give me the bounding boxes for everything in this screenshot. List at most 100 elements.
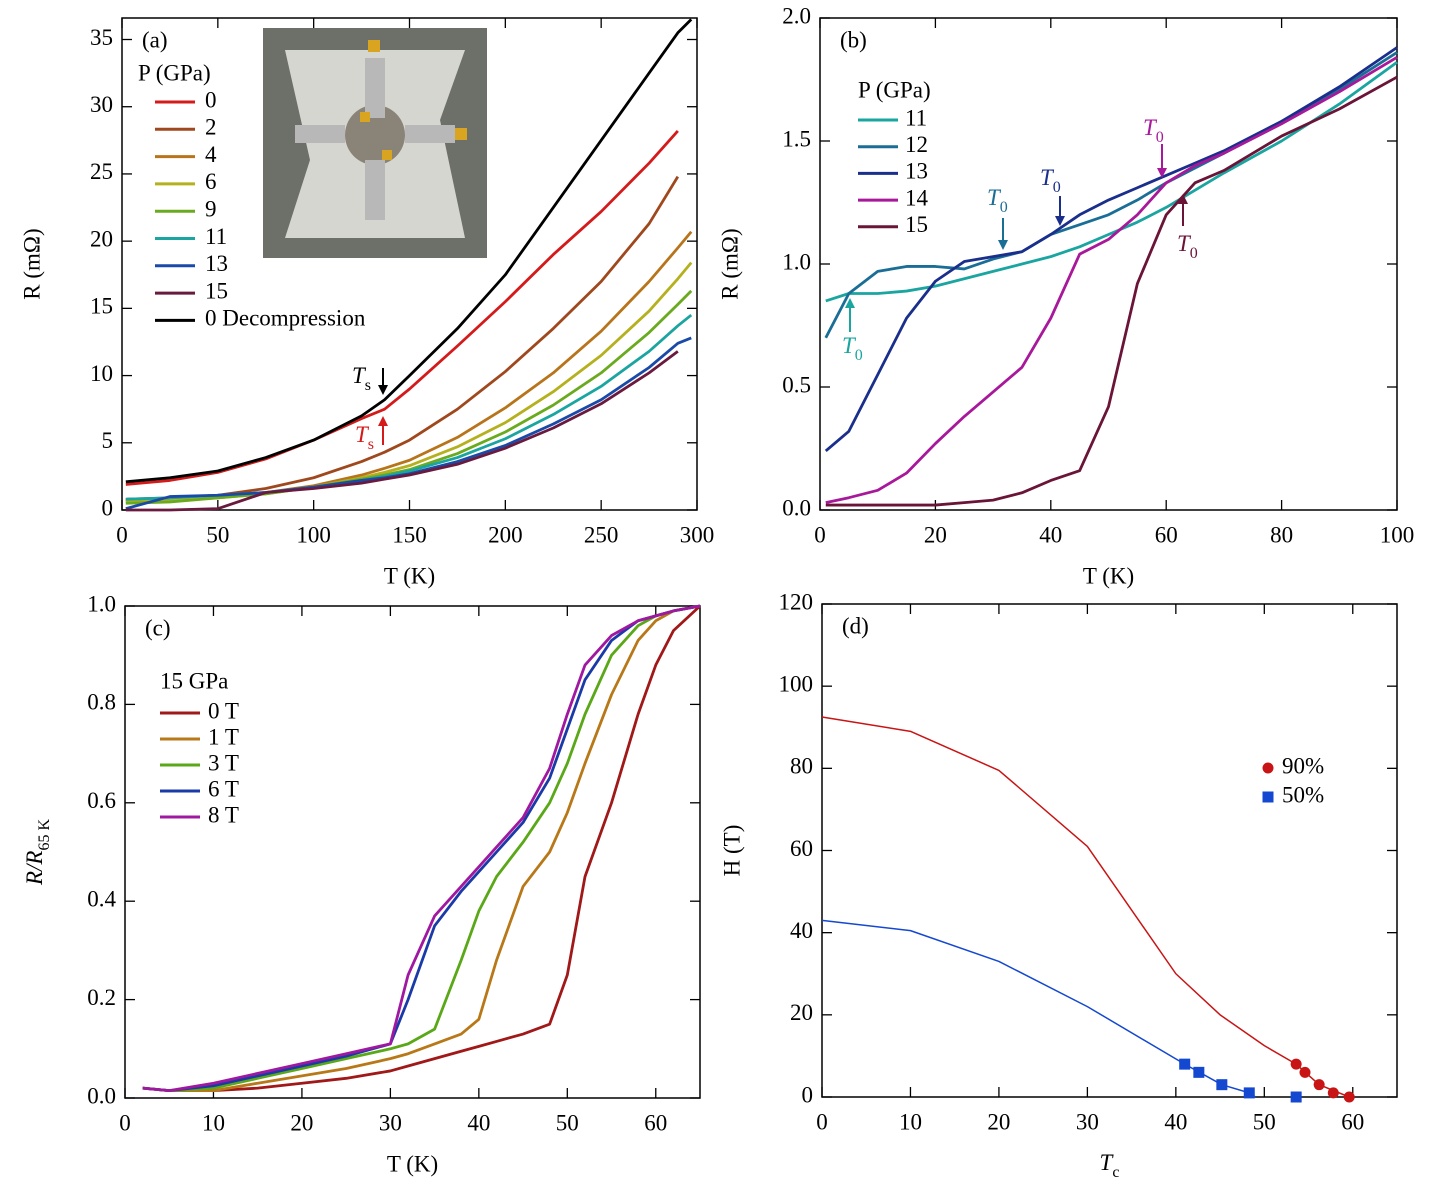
legend-label: 13	[205, 251, 228, 276]
annotation: Ts	[352, 363, 371, 394]
data-line	[142, 604, 701, 1093]
annotation-sub: s	[365, 377, 371, 394]
panel-label: (c)	[145, 615, 171, 640]
y-tick-label: 25	[90, 159, 113, 184]
data-point	[1299, 1066, 1311, 1078]
panel-label: (a)	[142, 27, 168, 52]
x-tick-label: 10	[202, 1110, 225, 1135]
x-tick-label: 0	[119, 1110, 131, 1135]
y-tick-label: 0.0	[87, 1083, 116, 1108]
legend-label: 0	[205, 87, 217, 112]
y-tick-label: 0.5	[782, 372, 811, 397]
x-tick-label: 150	[392, 522, 427, 547]
legend-label: 1 T	[208, 724, 239, 749]
x-tick-label: 40	[467, 1110, 490, 1135]
y-tick-label: 60	[790, 836, 813, 861]
y-axis-label-main: R/R	[22, 851, 47, 887]
x-tick-label: 80	[1270, 522, 1293, 547]
legend-swatch	[1262, 762, 1274, 774]
data-line	[142, 604, 701, 1093]
annotation-main: T	[355, 422, 370, 447]
y-tick-label: 80	[790, 754, 813, 779]
y-tick-label: 120	[779, 589, 814, 614]
annotation-sub: 0	[1000, 199, 1008, 216]
x-tick-label: 60	[1155, 522, 1178, 547]
x-tick-label: 0	[814, 522, 826, 547]
y-tick-label: 0.2	[87, 985, 116, 1010]
annotation: T0	[987, 185, 1008, 216]
data-line	[142, 604, 701, 1093]
y-tick-label: 1.0	[87, 591, 116, 616]
y-tick-label: 1.0	[782, 249, 811, 274]
annotation-main: T	[842, 333, 857, 358]
data-line	[125, 336, 692, 511]
x-tick-label: 200	[488, 522, 523, 547]
data-point	[1216, 1079, 1228, 1091]
x-axis-label-main: T	[1100, 1150, 1115, 1175]
data-line	[825, 56, 1398, 504]
x-axis-label: T (K)	[384, 563, 435, 588]
x-tick-label: 50	[1253, 1109, 1276, 1134]
x-tick-label: 40	[1164, 1109, 1187, 1134]
legend-label: 0 T	[208, 698, 239, 723]
legend-label: 11	[205, 224, 227, 249]
legend-label: 3 T	[208, 750, 239, 775]
annotation-sub: 0	[1190, 245, 1198, 262]
y-tick-label: 15	[90, 294, 113, 319]
annotation-arrow-head	[998, 240, 1008, 250]
x-tick-label: 60	[1341, 1109, 1364, 1134]
data-line	[125, 350, 679, 512]
legend-label: 15	[205, 278, 228, 303]
x-tick-label: 0	[816, 1109, 828, 1134]
annotation-main: T	[1177, 231, 1192, 256]
panel-label: (d)	[842, 613, 869, 638]
annotation-arrow-head	[1055, 216, 1065, 226]
data-line	[142, 604, 701, 1093]
x-axis-label: T (K)	[387, 1151, 438, 1176]
legend-title: 15 GPa	[160, 668, 228, 693]
x-tick-label: 30	[1076, 1109, 1099, 1134]
y-tick-label: 20	[790, 1000, 813, 1025]
y-tick-label: 0	[102, 495, 114, 520]
y-tick-label: 40	[790, 918, 813, 943]
legend-swatch	[1262, 791, 1274, 803]
data-line	[824, 46, 1398, 453]
legend-label: 6	[205, 169, 217, 194]
data-point	[1179, 1058, 1191, 1070]
x-tick-label: 250	[584, 522, 619, 547]
y-tick-label: 0.4	[87, 886, 116, 911]
data-point	[1343, 1091, 1355, 1103]
y-tick-label: 0.6	[87, 788, 116, 813]
x-axis-label: T (K)	[1083, 563, 1134, 588]
annotation: T0	[1177, 231, 1198, 262]
legend-label: 11	[905, 105, 927, 130]
data-point	[1313, 1079, 1325, 1091]
y-axis-label: H (T)	[719, 825, 744, 877]
y-tick-label: 5	[102, 428, 114, 453]
legend-label: 6 T	[208, 776, 239, 801]
panel-label: (b)	[840, 27, 867, 52]
legend-title: P (GPa)	[138, 60, 211, 85]
y-axis-label-sub: 65 K	[36, 819, 53, 851]
y-tick-label: 35	[90, 25, 113, 50]
y-tick-label: 0.0	[782, 495, 811, 520]
x-axis-label-sub: c	[1112, 1164, 1119, 1181]
legend-label: 90%	[1282, 753, 1324, 778]
data-point	[1290, 1058, 1302, 1070]
x-tick-label: 300	[680, 522, 715, 547]
annotation-main: T	[987, 185, 1002, 210]
x-tick-label: 40	[1039, 522, 1062, 547]
annotation-arrow-head	[1178, 194, 1188, 204]
legend-label: 12	[905, 132, 928, 157]
legend-label: 50%	[1282, 782, 1324, 807]
annotation-sub: s	[368, 436, 374, 453]
annotation: Ts	[355, 422, 374, 453]
annotation: T0	[1040, 165, 1061, 196]
y-tick-label: 0	[802, 1082, 814, 1107]
legend-label: 8 T	[208, 802, 239, 827]
data-point	[1193, 1066, 1205, 1078]
legend-title: P (GPa)	[858, 77, 931, 102]
x-tick-label: 0	[116, 522, 128, 547]
y-tick-label: 20	[90, 226, 113, 251]
